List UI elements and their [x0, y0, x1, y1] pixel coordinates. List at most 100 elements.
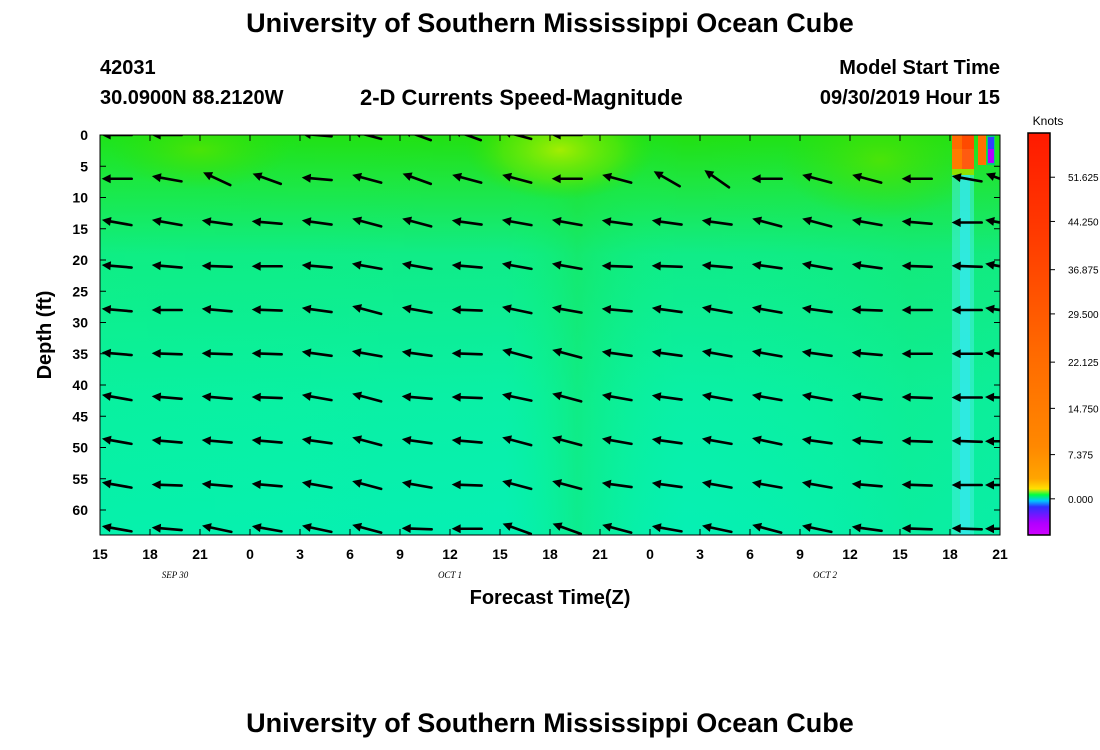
- current-arrow: [801, 260, 833, 271]
- model-start-time: 09/30/2019 Hour 15: [819, 87, 1000, 109]
- current-arrow: [602, 522, 633, 534]
- colorbar-unit: Knots: [1033, 114, 1064, 128]
- current-arrow: [701, 217, 733, 227]
- current-arrow: [301, 479, 333, 489]
- current-arrow: [251, 392, 283, 402]
- current-arrow: [203, 172, 232, 187]
- y-tick-label: 25: [72, 283, 88, 299]
- x-axis-title: Forecast Time(Z): [470, 587, 631, 609]
- current-arrow: [651, 261, 683, 271]
- current-arrow: [951, 393, 983, 402]
- x-tick-label: 6: [746, 546, 754, 562]
- current-arrow: [653, 171, 681, 188]
- current-arrow: [951, 349, 983, 359]
- current-arrow: [201, 436, 233, 446]
- current-arrow: [901, 392, 933, 402]
- current-arrow: [802, 216, 833, 228]
- current-arrow: [501, 260, 533, 271]
- y-tick-label: 30: [72, 315, 88, 331]
- current-arrow: [101, 135, 133, 140]
- current-arrow: [552, 479, 583, 491]
- current-arrow: [151, 349, 183, 359]
- x-tick-label: 18: [942, 546, 958, 562]
- current-arrow: [951, 305, 983, 315]
- y-tick-label: 20: [72, 252, 88, 268]
- current-arrow: [451, 436, 483, 446]
- current-arrow: [301, 217, 333, 227]
- current-arrow: [401, 524, 433, 534]
- colorbar: Knots 51.625 44.250 36.875 29.500 22.125 14.7…: [1027, 114, 1099, 536]
- current-arrow: [751, 304, 783, 314]
- current-arrow: [751, 260, 783, 270]
- current-arrow: [451, 392, 483, 402]
- current-arrow: [101, 479, 133, 489]
- current-arrow: [151, 523, 183, 533]
- current-arrow: [352, 216, 383, 228]
- current-arrow: [101, 217, 133, 227]
- current-arrow: [901, 305, 933, 315]
- current-arrow: [752, 216, 783, 228]
- current-arrow: [251, 523, 283, 533]
- colorbar-tick-label: 14.750: [1068, 404, 1099, 415]
- heatmap-field: [100, 135, 1000, 535]
- x-tick-label: 15: [92, 546, 108, 562]
- x-tick-label: 15: [892, 546, 908, 562]
- colorbar-tick-label: 44.250: [1068, 217, 1099, 228]
- current-arrow: [451, 261, 483, 271]
- colorbar-tick-label: 0.000: [1068, 495, 1093, 506]
- current-arrow: [651, 348, 683, 358]
- currents-chart: 15 18 21 0 3 6 9 12 15 18 21 0 3 6 9 12 15 18 21 0 5 10 15 20 2…: [34, 114, 1099, 609]
- current-arrow: [101, 392, 133, 402]
- current-arrow: [901, 436, 933, 446]
- current-arrow: [407, 135, 433, 142]
- current-arrow: [101, 348, 133, 358]
- current-arrow: [704, 170, 731, 189]
- current-arrow: [801, 523, 833, 534]
- current-arrow: [101, 523, 133, 533]
- current-arrow: [601, 435, 633, 446]
- current-arrow: [752, 522, 783, 534]
- current-arrow: [402, 216, 433, 228]
- current-arrow: [401, 435, 433, 445]
- current-arrow: [551, 304, 583, 314]
- footer-title: University of Southern Mississippi Ocean…: [246, 708, 854, 738]
- current-arrow: [552, 391, 583, 403]
- current-arrow: [552, 435, 583, 447]
- current-vectors: [101, 135, 1000, 535]
- current-arrow: [651, 523, 683, 533]
- current-arrow: [551, 260, 583, 271]
- current-arrow: [402, 172, 433, 186]
- current-arrow: [601, 304, 633, 314]
- current-arrow: [801, 435, 833, 445]
- y-tick-label: 45: [72, 408, 88, 424]
- current-arrow: [352, 522, 383, 534]
- current-arrow: [985, 217, 1000, 226]
- current-arrow: [501, 391, 533, 402]
- y-tick-label: 5: [80, 158, 88, 174]
- y-tick-label: 35: [72, 346, 88, 362]
- current-arrow: [551, 135, 583, 140]
- x-tick-label: 9: [396, 546, 404, 562]
- x-tick-label: 3: [696, 546, 704, 562]
- current-arrow: [901, 524, 933, 534]
- x-tick-label: 0: [246, 546, 254, 562]
- current-arrow: [701, 304, 733, 314]
- y-tick-label: 60: [72, 502, 88, 518]
- current-arrow: [851, 436, 883, 446]
- current-arrow: [852, 172, 883, 184]
- current-arrow: [502, 172, 533, 184]
- current-arrow: [601, 392, 633, 402]
- colorbar-ticks: 51.625 44.250 36.875 29.500 22.125 14.750 7.37…: [1050, 173, 1099, 506]
- main-title: University of Southern Mississippi Ocean…: [246, 8, 854, 38]
- current-arrow: [601, 479, 633, 489]
- station-id: 42031: [100, 57, 156, 79]
- current-arrow: [501, 304, 533, 315]
- date-label: OCT 1: [438, 570, 462, 580]
- current-arrow: [401, 260, 433, 271]
- plot-title: 2-D Currents Speed-Magnitude: [360, 85, 683, 110]
- current-arrow: [801, 304, 833, 314]
- current-arrow: [101, 435, 133, 446]
- current-arrow: [201, 349, 233, 359]
- current-arrow: [201, 392, 233, 402]
- current-arrow: [651, 392, 683, 402]
